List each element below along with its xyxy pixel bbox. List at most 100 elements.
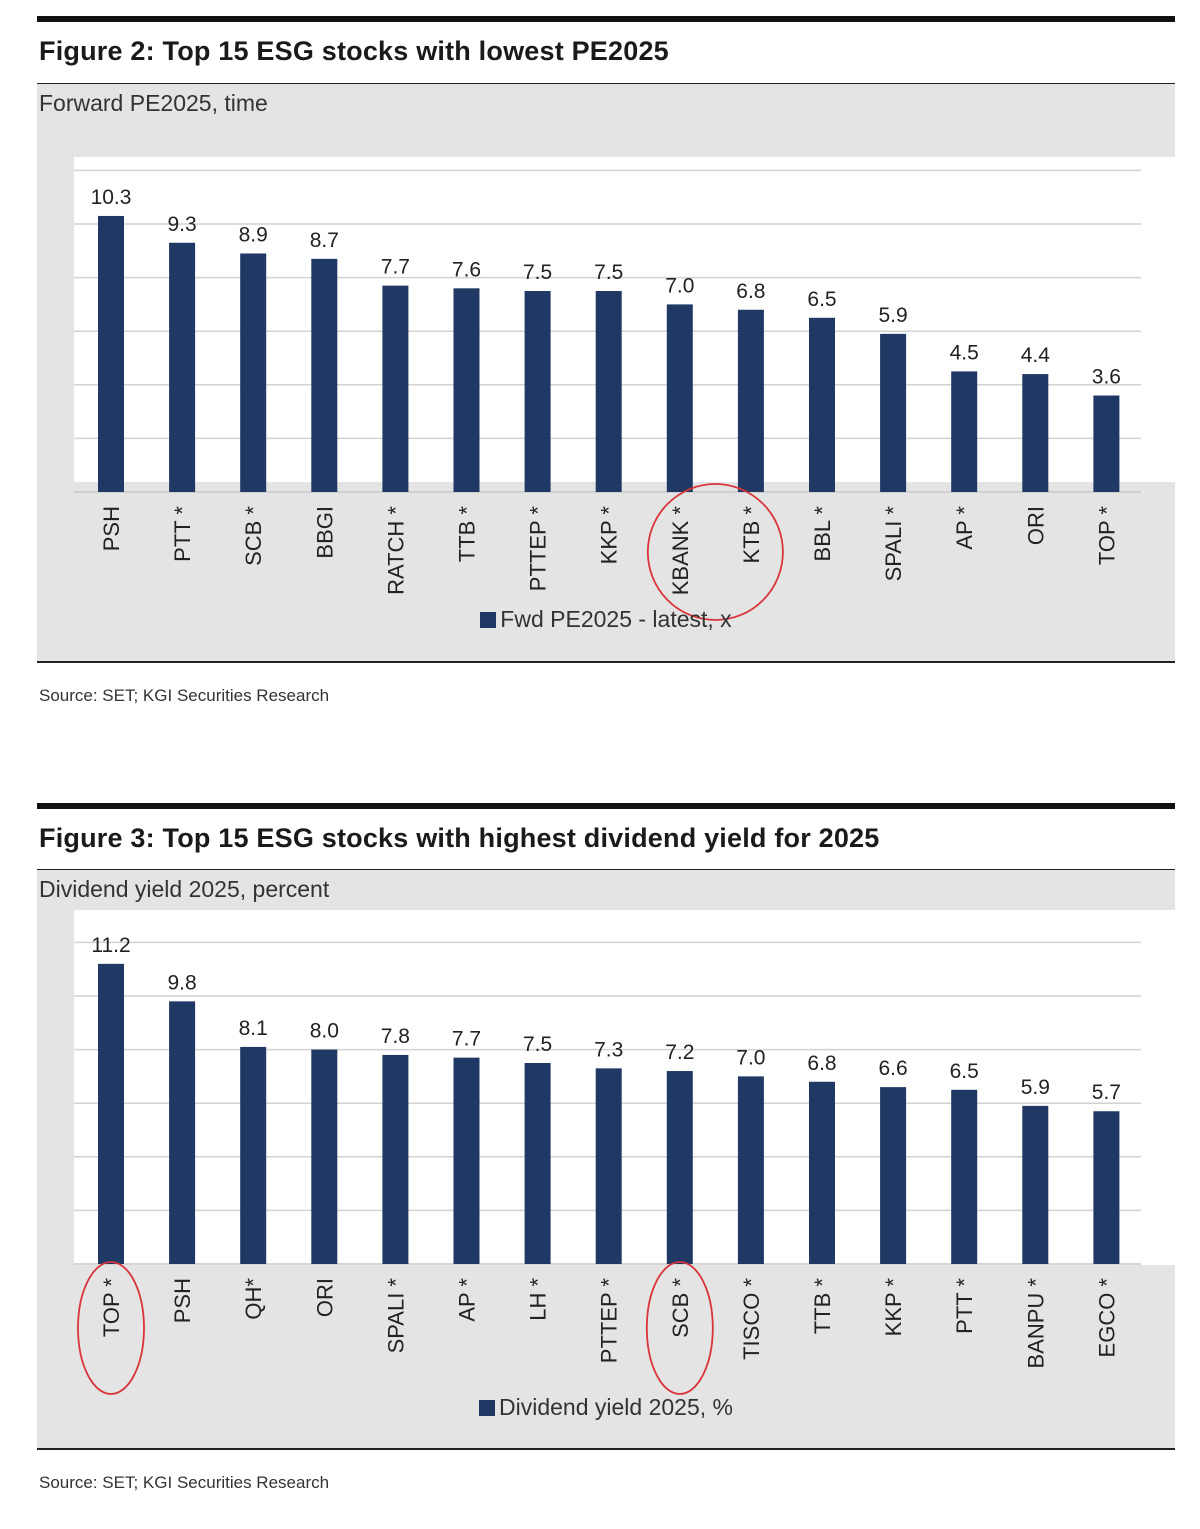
x-tick-label: BBGI xyxy=(312,506,337,559)
highlight-circle xyxy=(77,1261,145,1395)
bar xyxy=(666,304,693,492)
bar xyxy=(311,258,338,492)
bar-value-label: 9.3 xyxy=(167,213,196,236)
x-tick-label: TTB * xyxy=(810,1278,835,1335)
bar-value-label: 3.6 xyxy=(1092,366,1121,389)
x-tick-label: SPALI * xyxy=(383,1278,408,1354)
bar-value-label: 7.3 xyxy=(594,1038,623,1061)
legend-label: Fwd PE2025 - latest, x xyxy=(500,606,732,632)
bar xyxy=(98,215,124,492)
highlight-circle xyxy=(645,1261,714,1395)
x-tick-label: BBL * xyxy=(810,506,835,562)
bar xyxy=(382,285,409,492)
x-tick-label: TOP * xyxy=(99,1278,124,1338)
chart-legend: Fwd PE2025 - latest, x xyxy=(37,606,1175,633)
bar xyxy=(524,1063,551,1264)
source-note: Source: SET; KGI Securities Research xyxy=(39,1473,330,1492)
x-tick-label: SCB * xyxy=(668,1278,693,1338)
x-tick-label: PSH xyxy=(170,1278,195,1323)
x-tick-label: KBANK * xyxy=(668,506,693,596)
figure-2: Figure 2: Top 15 ESG stocks with lowest … xyxy=(37,16,1178,716)
x-tick-label: BANPU * xyxy=(1023,1278,1048,1369)
bar-value-label: 6.5 xyxy=(807,288,836,311)
highlight-circle xyxy=(646,483,784,621)
x-tick-label: ORI xyxy=(1023,506,1048,545)
bar xyxy=(951,1089,978,1264)
bar xyxy=(809,1081,835,1264)
bar xyxy=(737,1076,764,1264)
bar xyxy=(1093,1111,1120,1264)
x-tick-label: PTT * xyxy=(170,506,195,562)
chart-panel: Forward PE2025, time 10.3 PSH 9.3 PTT * 8.9 S… xyxy=(37,83,1178,663)
bar xyxy=(1022,1105,1049,1264)
chart-subtitle: Dividend yield 2025, percent xyxy=(39,876,330,902)
legend-swatch xyxy=(480,612,497,628)
bar-value-label: 7.0 xyxy=(665,274,694,297)
bar-value-label: 5.7 xyxy=(1092,1081,1121,1104)
bar xyxy=(169,242,196,492)
bar-value-label: 6.6 xyxy=(878,1057,907,1080)
bar xyxy=(382,1054,409,1264)
x-tick-label: AP * xyxy=(952,506,977,550)
bar xyxy=(595,1068,622,1264)
bar-value-label: 7.5 xyxy=(523,1033,552,1056)
bar-value-label: 5.9 xyxy=(878,304,907,327)
x-tick-label: KTB * xyxy=(739,506,764,564)
bar-value-label: 11.2 xyxy=(91,934,130,957)
x-tick-label: TOP * xyxy=(1094,506,1119,566)
bar xyxy=(240,1046,267,1264)
bar xyxy=(453,1057,480,1264)
bar xyxy=(1022,374,1049,492)
bar xyxy=(453,288,480,492)
bar-value-label: 7.2 xyxy=(665,1041,694,1064)
bar xyxy=(524,291,551,492)
source-note: Source: SET; KGI Securities Research xyxy=(39,686,330,705)
bar xyxy=(311,1049,338,1264)
x-tick-label: SCB * xyxy=(241,506,266,566)
x-tick-label: QH* xyxy=(241,1278,266,1320)
legend-label: Dividend yield 2025, % xyxy=(499,1394,733,1420)
x-tick-label: PTTEP * xyxy=(597,1278,622,1364)
x-tick-label: TISCO * xyxy=(739,1278,764,1360)
x-tick-label: KKP * xyxy=(597,506,622,565)
bar-value-label: 7.5 xyxy=(523,261,552,284)
bar-value-label: 7.8 xyxy=(381,1025,410,1048)
figure-title: Figure 3: Top 15 ESG stocks with highest… xyxy=(39,823,880,853)
figure-top-rule xyxy=(37,803,1175,809)
x-tick-label: PTTEP * xyxy=(526,506,551,592)
x-tick-label: LH * xyxy=(526,1278,551,1321)
bar-value-label: 5.9 xyxy=(1021,1076,1050,1099)
bar-value-label: 6.8 xyxy=(807,1052,836,1075)
bar xyxy=(666,1071,693,1264)
bar-value-label: 7.7 xyxy=(452,1028,481,1051)
bar-value-label: 8.9 xyxy=(239,223,268,246)
bar xyxy=(880,1087,907,1264)
legend-swatch xyxy=(479,1400,495,1416)
bar xyxy=(169,1001,196,1264)
chart-subtitle: Forward PE2025, time xyxy=(39,90,268,116)
bar-value-label: 8.1 xyxy=(239,1017,268,1040)
bar xyxy=(809,317,835,492)
x-tick-label: RATCH * xyxy=(383,506,408,595)
bar-value-label: 8.0 xyxy=(310,1020,339,1043)
figure-3: Figure 3: Top 15 ESG stocks with highest… xyxy=(37,803,1178,1503)
bar-chart-dividend-yield: 11.2 TOP * 9.8 PSH 8.1 QH* 8.0 ORI 7.8 SPALI * 7.7… xyxy=(74,934,1141,1395)
x-tick-label: ORI xyxy=(312,1278,337,1317)
x-tick-label: PSH xyxy=(99,506,124,551)
bar-value-label: 7.7 xyxy=(381,256,410,279)
bar-value-label: 8.7 xyxy=(310,229,339,252)
x-tick-label: SPALI * xyxy=(881,506,906,582)
figure-top-rule xyxy=(37,16,1175,22)
x-tick-label: AP * xyxy=(455,1278,480,1322)
chart-legend: Dividend yield 2025, % xyxy=(37,1394,1175,1421)
bar xyxy=(595,291,622,492)
bar-value-label: 9.8 xyxy=(167,971,196,994)
bar-value-label: 4.4 xyxy=(1021,344,1051,367)
bar xyxy=(240,253,267,492)
bar xyxy=(1093,395,1120,492)
bar-value-label: 7.5 xyxy=(594,261,623,284)
x-tick-label: PTT * xyxy=(952,1278,977,1334)
x-tick-label: EGCO * xyxy=(1094,1278,1119,1358)
bar-value-label: 7.0 xyxy=(736,1046,765,1069)
bar-value-label: 10.3 xyxy=(91,186,132,209)
